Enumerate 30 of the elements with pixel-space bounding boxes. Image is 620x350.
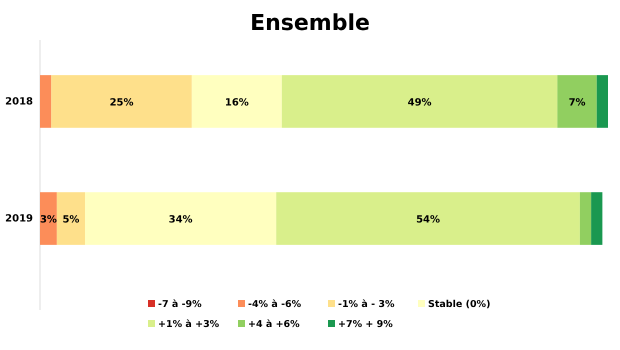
legend-label: +7% + 9% — [338, 319, 394, 330]
data-label: 49% — [408, 97, 432, 108]
data-label: 5% — [62, 214, 80, 226]
bar — [40, 192, 57, 245]
bar — [580, 192, 592, 245]
legend-label: +4 à +6% — [248, 319, 300, 330]
bar — [40, 75, 52, 128]
legend-label: -7 à -9% — [158, 299, 202, 310]
bar — [56, 192, 85, 245]
data-label: 3% — [40, 214, 57, 226]
data-label: 16% — [224, 97, 249, 108]
bar — [591, 192, 602, 245]
legend-label: -1% à - 3% — [338, 299, 395, 310]
bar — [84, 192, 276, 245]
bar — [276, 192, 580, 245]
legend-label: Stable (0%) — [428, 299, 490, 310]
y-tick-label: 2018 — [5, 96, 34, 108]
y-tick-label: 2019 — [5, 214, 34, 225]
data-label: 34% — [168, 214, 193, 226]
bar — [557, 75, 597, 128]
bar — [51, 75, 192, 128]
bar — [192, 75, 282, 128]
chart-title: Ensemble — [250, 11, 370, 36]
data-label: 7% — [568, 97, 586, 108]
data-label: 54% — [416, 214, 440, 226]
bar — [596, 75, 608, 128]
data-label: 25% — [110, 97, 134, 108]
legend-label: +1% à +3% — [158, 319, 220, 330]
bar — [282, 75, 558, 128]
legend-label: -4% à -6% — [248, 299, 302, 310]
